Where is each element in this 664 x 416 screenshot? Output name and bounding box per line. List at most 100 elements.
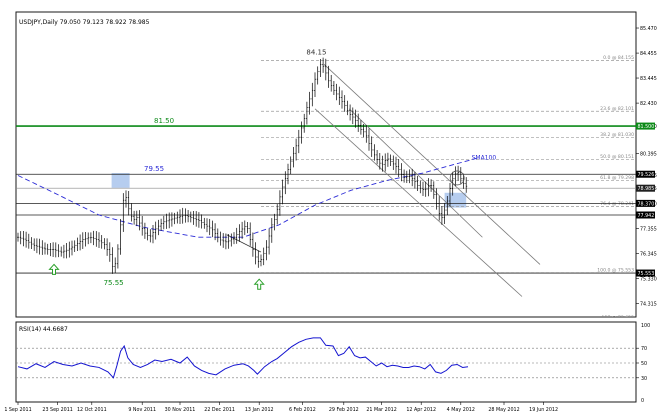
price-tag-label: 78.985 xyxy=(638,186,655,192)
price-bar xyxy=(330,74,333,92)
fib-label-5: 76.4 @ 78.241 xyxy=(600,201,634,207)
price-bar xyxy=(324,58,327,81)
price-bar xyxy=(25,231,28,248)
price-bar xyxy=(362,123,365,138)
price-bar xyxy=(284,171,287,195)
price-bar xyxy=(251,232,254,257)
price-bar xyxy=(354,109,357,128)
price-bar xyxy=(214,223,217,241)
price-bar xyxy=(273,213,276,231)
rsi-y-tick-label: 100 xyxy=(641,323,650,329)
price-bar xyxy=(179,209,181,224)
price-bar xyxy=(233,232,235,245)
price-bar xyxy=(30,237,33,250)
price-bar xyxy=(44,242,46,255)
y-tick-label: 84.455 xyxy=(640,51,657,57)
y-tick-label: 77.355 xyxy=(640,226,657,232)
price-bar xyxy=(265,240,268,261)
price-bar xyxy=(257,250,260,268)
price-tag-bg xyxy=(636,122,655,130)
price-bar xyxy=(184,208,187,223)
price-bar xyxy=(368,128,370,151)
price-bar xyxy=(87,232,90,245)
price-bar xyxy=(68,241,71,258)
price-bar xyxy=(127,190,130,216)
price-bar xyxy=(281,179,284,205)
price-bar xyxy=(335,83,338,101)
price-bar xyxy=(384,153,387,172)
price-bar xyxy=(292,147,295,168)
price-bar xyxy=(149,229,152,243)
price-bar xyxy=(314,72,316,98)
x-tick-label: 22 Dec 2011 xyxy=(204,407,235,413)
price-tag-bg xyxy=(636,269,655,277)
price-bar xyxy=(22,230,25,247)
price-bar xyxy=(246,222,249,234)
price-bar xyxy=(235,227,238,244)
price-bar xyxy=(141,215,144,236)
price-bar xyxy=(119,219,122,255)
price-bar xyxy=(46,243,49,255)
price-bar xyxy=(154,221,157,240)
price-bar xyxy=(224,233,227,250)
price-bar xyxy=(181,207,184,224)
price-bar xyxy=(138,210,141,231)
main-chart-layer: 0.0 @ 84.155 23.6 @ 82.101 38.2 @ 81.030 50… xyxy=(16,49,636,317)
price-bar xyxy=(92,230,95,246)
price-bar xyxy=(411,168,414,187)
sma-label: SMA100 xyxy=(472,154,497,161)
price-bar xyxy=(430,179,433,192)
price-bar xyxy=(327,65,330,88)
x-tick-label: 13 Jan 2012 xyxy=(245,407,274,413)
price-tag-label: 77.942 xyxy=(638,213,655,219)
price-bar xyxy=(98,232,100,249)
price-tag-bg xyxy=(636,170,655,178)
price-bar xyxy=(378,152,381,170)
x-tick-label: 4 May 2012 xyxy=(447,407,475,413)
price-bar xyxy=(89,232,92,244)
price-bar xyxy=(243,220,246,236)
price-bar xyxy=(168,212,171,229)
price-bar xyxy=(52,242,55,257)
price-bar xyxy=(241,221,244,239)
price-bar xyxy=(95,231,98,247)
axis-layer: 85.47084.45583.44582.43081.50080.39579.5… xyxy=(4,26,656,413)
price-bar xyxy=(17,232,19,242)
price-bar xyxy=(443,203,446,224)
price-bar xyxy=(238,224,241,242)
resistance-label: 81.50 xyxy=(154,117,174,125)
price-bar xyxy=(157,219,160,236)
x-tick-label: 19 Jun 2012 xyxy=(529,407,558,413)
rsi-y-tick-label: 30 xyxy=(641,376,647,382)
price-bar xyxy=(449,183,451,207)
price-bar xyxy=(311,82,314,107)
price-bar xyxy=(206,218,208,233)
highlight-box-0 xyxy=(111,173,130,188)
price-bar xyxy=(187,209,190,223)
price-bar xyxy=(440,206,443,225)
price-bar xyxy=(289,156,292,175)
price-bar xyxy=(222,233,225,248)
highlight-box-1 xyxy=(444,192,467,208)
price-bar xyxy=(322,57,325,73)
price-bar xyxy=(54,242,57,258)
price-bar xyxy=(413,171,416,189)
price-bar xyxy=(143,222,146,239)
price-bar xyxy=(457,165,460,181)
price-bar xyxy=(381,155,384,172)
price-bar xyxy=(160,218,163,231)
rsi-y-tick-label: 70 xyxy=(641,346,647,352)
channel-line-1 xyxy=(314,108,523,297)
fib-label-4: 61.8 @ 79.298 xyxy=(600,175,634,181)
price-bar xyxy=(203,217,206,229)
price-tag-label: 78.370 xyxy=(638,201,655,207)
price-bar xyxy=(405,170,408,184)
price-bar xyxy=(33,238,36,251)
price-bar xyxy=(65,242,68,259)
price-bar xyxy=(435,188,438,210)
price-bar xyxy=(270,218,273,243)
price-bar xyxy=(133,210,136,225)
price-bar xyxy=(192,210,195,225)
x-tick-label: 6 Feb 2012 xyxy=(289,407,316,413)
price-bar xyxy=(125,190,127,208)
